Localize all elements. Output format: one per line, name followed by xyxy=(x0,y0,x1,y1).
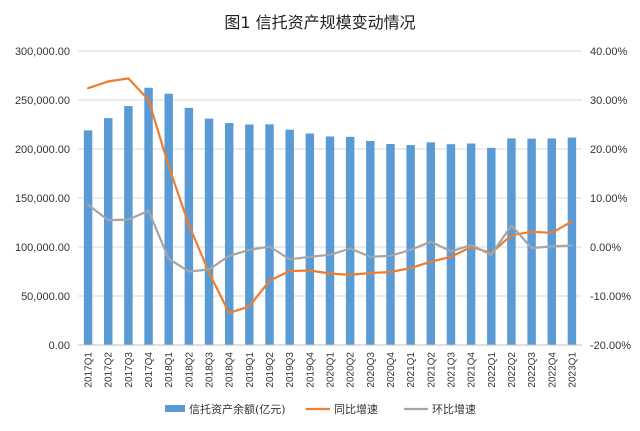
x-tick-label: 2018Q2 xyxy=(184,352,195,388)
x-tick-label: 2022Q1 xyxy=(487,352,498,388)
bar xyxy=(567,137,577,345)
legend-item: 环比增速 xyxy=(404,402,476,416)
x-tick-label: 2017Q4 xyxy=(144,352,155,388)
left-tick-label: 250,000.00 xyxy=(15,95,70,107)
x-tick-label: 2017Q2 xyxy=(104,352,115,388)
bar xyxy=(406,145,415,345)
x-tick-label: 2020Q1 xyxy=(326,352,337,388)
bar xyxy=(547,138,556,345)
right-tick-label: 10.00% xyxy=(590,193,628,205)
right-tick-label: 40.00% xyxy=(590,46,628,58)
bar xyxy=(265,124,274,345)
bar xyxy=(144,87,153,345)
bar xyxy=(224,123,234,345)
left-axis: 0.00 50,000.00 100,000.00 150,000.00 200,000… xyxy=(15,46,70,352)
legend-item: 信托资产余额(亿元) xyxy=(165,402,286,416)
x-tick-label: 2023Q1 xyxy=(567,352,578,388)
x-tick-label: 2020Q4 xyxy=(386,352,397,388)
bar xyxy=(285,129,294,345)
x-tick-label: 2021Q1 xyxy=(406,352,417,388)
chart-title: 图1 信托资产规模变动情况 xyxy=(224,13,415,32)
x-tick-label: 2017Q3 xyxy=(124,352,135,388)
left-tick-label: 300,000.00 xyxy=(15,46,70,58)
bar xyxy=(164,93,173,345)
x-tick-label: 2021Q3 xyxy=(446,352,457,388)
legend-swatch xyxy=(165,405,185,412)
bar xyxy=(366,140,375,345)
legend-label: 同比增速 xyxy=(334,402,378,416)
bar xyxy=(325,136,335,345)
bar xyxy=(527,138,536,345)
series-line xyxy=(86,203,574,273)
bar xyxy=(204,118,214,346)
right-tick-label: -20.00% xyxy=(590,340,631,352)
right-tick-label: -10.00% xyxy=(590,291,631,303)
x-axis: 2017Q1 2017Q2 2017Q3 2017Q4 2018Q1 2018Q2 2018… xyxy=(78,344,582,388)
bar xyxy=(487,147,496,345)
x-tick-label: 2018Q3 xyxy=(205,352,216,388)
x-tick-label: 2020Q3 xyxy=(366,352,377,388)
bar xyxy=(104,118,113,345)
left-tick-label: 100,000.00 xyxy=(15,242,70,254)
legend-label: 环比增速 xyxy=(432,402,476,416)
right-axis: -20.00% -10.00% 0.00% 10.00% 20.00% 30.00% 40.… xyxy=(590,46,631,352)
bar xyxy=(446,144,456,345)
bar xyxy=(245,124,254,345)
bar xyxy=(305,133,315,345)
x-tick-label: 2020Q2 xyxy=(346,352,357,388)
left-tick-label: 150,000.00 xyxy=(15,193,70,205)
x-tick-label: 2019Q1 xyxy=(245,352,256,388)
left-tick-label: 0.00 xyxy=(49,340,70,352)
right-tick-label: 20.00% xyxy=(590,144,628,156)
bar xyxy=(83,130,93,345)
x-tick-label: 2018Q1 xyxy=(164,352,175,388)
left-tick-label: 200,000.00 xyxy=(15,144,70,156)
x-tick-label: 2019Q4 xyxy=(305,352,316,388)
legend: 信托资产余额(亿元) 同比增速 环比增速 xyxy=(165,402,476,416)
x-tick-label: 2019Q2 xyxy=(265,352,276,388)
x-tick-label: 2022Q4 xyxy=(547,352,558,388)
x-tick-label: 2018Q4 xyxy=(225,352,236,388)
x-tick-label: 2019Q3 xyxy=(285,352,296,388)
x-tick-label: 2021Q2 xyxy=(426,352,437,388)
bar xyxy=(345,136,355,345)
x-tick-label: 2021Q4 xyxy=(467,352,478,388)
x-tick-label: 2022Q2 xyxy=(507,352,518,388)
legend-label: 信托资产余额(亿元) xyxy=(189,402,286,416)
left-tick-label: 50,000.00 xyxy=(21,291,70,303)
right-tick-label: 30.00% xyxy=(590,95,628,107)
x-tick-label: 2017Q1 xyxy=(84,352,95,388)
line-series xyxy=(86,77,574,315)
right-tick-label: 0.00% xyxy=(590,242,621,254)
x-tick-label: 2022Q3 xyxy=(527,352,538,388)
bar xyxy=(386,144,395,345)
bar xyxy=(426,142,436,345)
bar xyxy=(507,138,516,345)
legend-item: 同比增速 xyxy=(306,402,378,416)
bar xyxy=(124,106,133,346)
